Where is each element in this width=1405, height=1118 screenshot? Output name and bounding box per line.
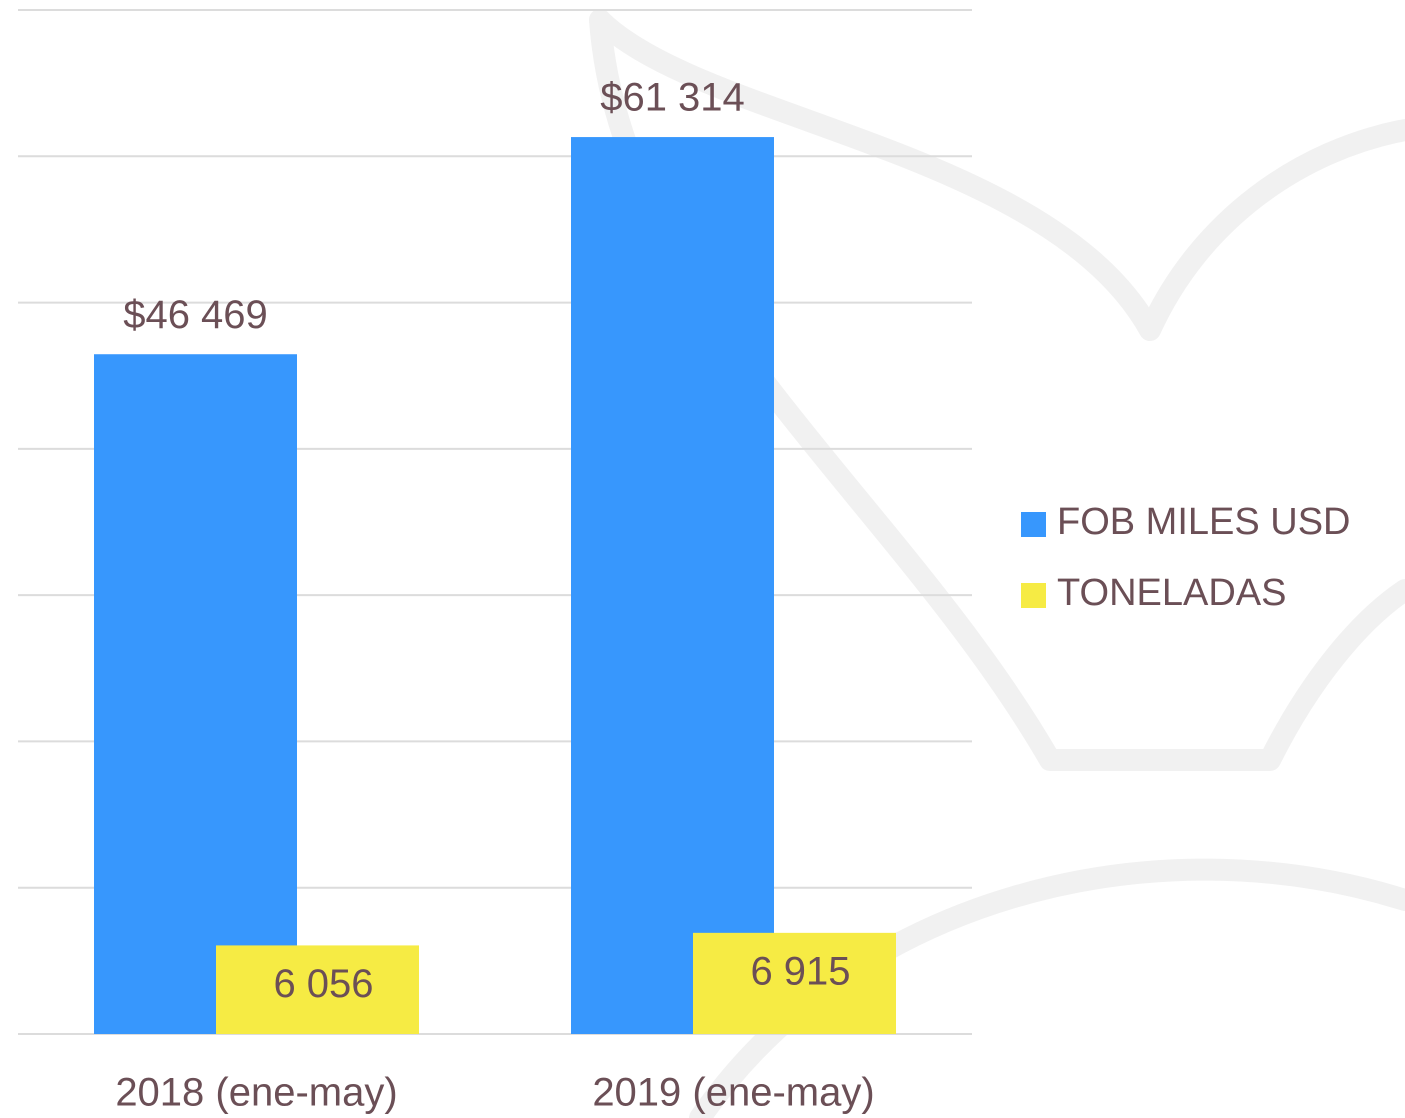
- data-label: $61 314: [600, 76, 745, 120]
- data-label: 6 056: [273, 962, 373, 1006]
- data-label: 6 915: [750, 949, 850, 993]
- x-tick-label: 2018 (ene-may): [115, 1071, 397, 1115]
- legend-swatch: [1021, 512, 1046, 537]
- data-label: $46 469: [123, 293, 268, 337]
- legend-label: TONELADAS: [1057, 572, 1286, 614]
- bar: [571, 137, 774, 1034]
- legend-swatch: [1021, 583, 1046, 608]
- chart: 2018 (ene-may) $46 469 6 056 2019 (ene-may)…: [0, 0, 1405, 1118]
- bar: [94, 354, 297, 1034]
- x-tick-label: 2019 (ene-may): [592, 1071, 874, 1115]
- legend-label: FOB MILES USD: [1057, 501, 1351, 543]
